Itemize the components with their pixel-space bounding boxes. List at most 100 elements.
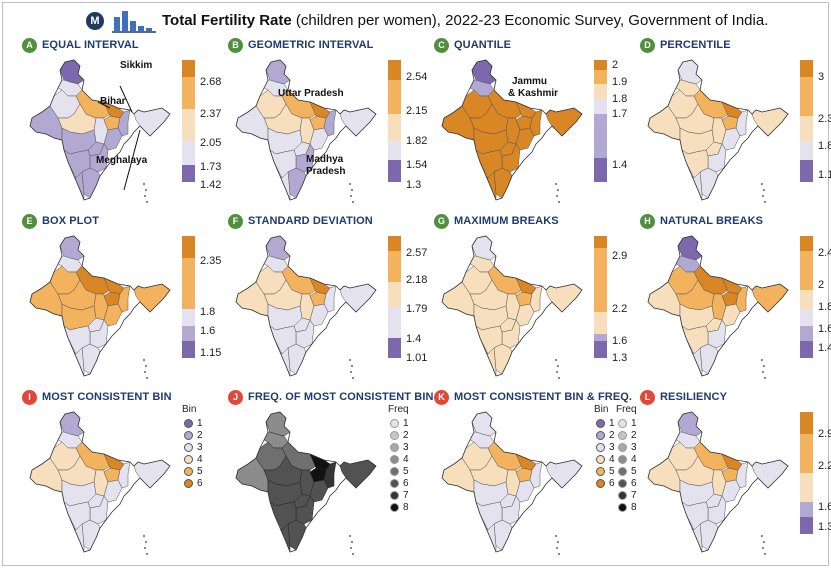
legend-value: 5 [197,466,203,477]
panel-label: BOX PLOT [42,215,100,227]
scale-segment [388,306,401,339]
panel-label: PERCENTILE [660,39,731,51]
map-panel-b: B GEOMETRIC INTERVAL 2.54 2.15 1.82 1.54 1.3 Ut… [228,38,435,214]
island-dot [349,359,351,361]
region-ne [751,107,789,137]
scale-segment [182,257,195,310]
island-dot [350,371,352,373]
legend-value: 2 [609,430,615,441]
scale-label: 2.15 [406,105,428,118]
region-ne [545,283,583,313]
scale-label: 2.4 [818,247,831,260]
legend-value: 1 [609,418,615,429]
legend-item: 1 [390,418,409,429]
island-dot [557,365,559,367]
map-container [642,232,792,382]
island-dot [763,541,765,543]
legend-item: 8 [390,502,409,513]
legend-item: 2 [596,430,615,441]
legend-value: 2 [197,430,203,441]
legend-dot [390,466,399,476]
india-map [29,411,171,555]
panel-label: MOST CONSISTENT BIN & FREQ. [454,391,633,403]
legend-dot [596,442,605,452]
legend2-item: 8 [618,502,637,513]
map-panel-f: F STANDARD DEVIATION 2.57 2.18 1.79 1.4 1.01 [228,214,435,390]
scale-label: 2 [818,278,825,291]
map-panel-l: L RESILIENCY 2.9 2.2 1.6 1.3 [640,390,831,566]
map-outline [29,235,171,377]
scale-label: 2.18 [406,274,428,287]
color-scale-bar [800,236,813,358]
panel-label: EQUAL INTERVAL [42,39,139,51]
map-outline [647,235,789,377]
legend-item: 4 [390,454,409,465]
map-outline [441,59,583,201]
legend-dot [596,478,605,488]
region-ne [339,107,377,137]
island-dot [143,183,145,185]
scale-segment [182,164,195,182]
scale-segment [800,473,813,503]
legend-value: 6 [197,478,203,489]
legend2-item: 2 [618,430,637,441]
scale-segment [800,412,813,434]
scale-segment [800,236,813,251]
legend-value: 1 [403,418,409,429]
island-dot [558,201,560,203]
panel-badge: I [22,390,37,405]
panel-label: GEOMETRIC INTERVAL [248,39,374,51]
scale-label: 1.4 [406,332,422,345]
legend-dot [390,418,399,428]
legend2-dot [618,466,627,476]
island-dot [764,201,766,203]
island-dot [351,189,353,191]
color-scale-bar [388,60,401,182]
map-panel-h: H NATURAL BREAKS 2.4 2 1.8 1.6 1.4 [640,214,831,390]
legend2-item: 4 [618,454,637,465]
scale-label: 2.9 [818,428,831,441]
map-annotation-mp1: Madhya [306,154,344,165]
scale-segment [388,113,401,141]
legend-value: 3 [403,442,409,453]
panel-badge: J [228,390,243,405]
region-ne [339,283,377,313]
scale-segment [800,516,813,534]
island-dot [144,547,146,549]
panel-label: FREQ. OF MOST CONSISTENT BIN [248,391,434,403]
legend2-value: 2 [631,430,637,441]
legend-dot [184,466,193,476]
logo-badge: M [86,12,104,30]
scale-label: 1.9 [612,76,628,89]
island-dot [556,547,558,549]
island-dot [145,541,147,543]
scale-segment [594,113,607,158]
scale-segment [594,333,607,341]
scale-segment [388,140,401,161]
scale-label: 1.54 [406,159,428,172]
scale-segment [594,60,607,70]
map-panel-e: E BOX PLOT 2.35 1.8 1.6 1.15 [22,214,229,390]
island-dot [556,195,558,197]
map-annotation-meghalaya: Meghalaya [96,155,148,166]
scale-segment [388,338,401,358]
scale-label: 2 [612,59,619,71]
legend2-item: 5 [618,466,637,477]
legend2-dot [618,418,627,428]
island-dot [352,201,354,203]
legend-dot [184,454,193,464]
panel-label: MAXIMUM BREAKS [454,215,559,227]
color-scale-bar [800,412,813,534]
legend-item: 1 [596,418,615,429]
panel-badge: C [434,38,449,53]
map-panel-i: I MOST CONSISTENT BIN Bin 1 2 3 4 5 6 [22,390,229,566]
island-dot [558,377,560,379]
legend-item: 6 [184,478,203,489]
scale-segment [800,326,813,341]
map-container [230,232,380,382]
scale-segment [800,340,813,358]
scale-segment [800,309,813,327]
title-rest: (children per women), 2022-23 Economic S… [291,12,769,29]
legend-value: 5 [609,466,615,477]
legend-dot [596,454,605,464]
